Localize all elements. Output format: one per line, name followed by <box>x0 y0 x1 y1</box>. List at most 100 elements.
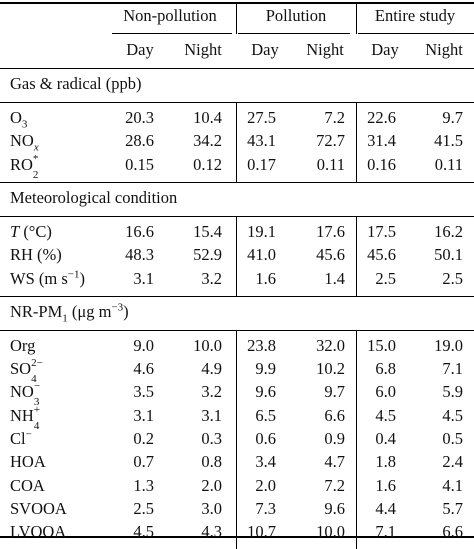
row-label: Org <box>10 335 36 355</box>
section-rule <box>0 181 474 183</box>
table-cell: 23.8 <box>247 335 276 355</box>
column-separator <box>356 102 357 182</box>
table-cell: 4.1 <box>442 475 463 495</box>
table-cell: 7.2 <box>324 475 345 495</box>
column-separator <box>236 215 237 296</box>
group-header-non-pollution: Non-pollution <box>123 6 217 25</box>
table-cell: 2.5 <box>442 268 463 288</box>
table-cell: 19.0 <box>434 335 463 355</box>
table-cell: 15.0 <box>367 335 396 355</box>
table-cell: 1.6 <box>375 475 396 495</box>
table-cell: 0.15 <box>125 154 154 174</box>
group-header-pollution: Pollution <box>265 6 327 25</box>
table-cell: 4.3 <box>201 522 222 542</box>
table-cell: 22.6 <box>367 108 396 127</box>
table-cell: 7.1 <box>442 359 463 379</box>
table-cell: 19.1 <box>247 221 276 241</box>
table-cell: 3.2 <box>201 382 222 402</box>
row-label: RH (%) <box>10 245 62 265</box>
table-cell: 41.5 <box>434 131 463 151</box>
table-cell: 10.7 <box>247 522 276 542</box>
table-cell: 17.5 <box>367 221 396 241</box>
section-rule <box>0 215 474 217</box>
group-rule-pollution <box>238 33 350 34</box>
table-cell: 72.7 <box>316 131 345 151</box>
subheader-night: Night <box>184 40 222 59</box>
subheader-day: Day <box>126 40 154 59</box>
table-cell: 0.16 <box>367 154 396 174</box>
subheader-day: Day <box>251 40 279 59</box>
table-cell: 2.4 <box>442 452 463 472</box>
column-separator <box>356 4 357 34</box>
table-cell: 52.9 <box>193 245 222 265</box>
table-cell: 0.6 <box>255 429 276 448</box>
table-cell: 4.9 <box>201 359 222 379</box>
table-cell: 27.5 <box>247 108 276 127</box>
table-cell: 3.1 <box>133 405 154 425</box>
table-cell: 1.6 <box>255 268 276 288</box>
table-cell: 9.7 <box>324 382 345 402</box>
table-cell: 1.4 <box>324 268 345 288</box>
table-cell: 10.0 <box>316 522 345 542</box>
table-cell: 0.5 <box>442 429 463 448</box>
section-rule <box>0 102 474 103</box>
table-cell: 28.6 <box>125 131 154 151</box>
table-cell: 6.5 <box>255 405 276 425</box>
table-cell: 17.6 <box>316 221 345 241</box>
table-cell: 43.1 <box>247 131 276 151</box>
table-cell: 0.8 <box>201 452 222 472</box>
table-cell: 15.4 <box>193 221 222 241</box>
table-cell: 50.1 <box>434 245 463 265</box>
table-cell: 6.0 <box>375 382 396 402</box>
table-cell: 2.5 <box>375 268 396 288</box>
table-cell: 5.9 <box>442 382 463 402</box>
table-cell: 3.5 <box>133 382 154 402</box>
row-label: O3 <box>10 108 28 131</box>
column-separator <box>236 102 237 182</box>
row-label: NH +4 <box>10 403 41 432</box>
row-label: COA <box>10 475 45 495</box>
table-cell: 0.7 <box>133 452 154 472</box>
row-label: T (°C) <box>10 221 52 241</box>
table-cell: 34.2 <box>193 131 222 151</box>
section-title: Gas & radical (ppb) <box>10 74 142 93</box>
row-label: WS (m s−1) <box>10 268 85 288</box>
section-rule <box>0 295 474 297</box>
table-cell: 5.7 <box>442 498 463 518</box>
table-cell: 3.0 <box>201 498 222 518</box>
group-rule-non-pollution <box>112 33 232 34</box>
table-cell: 0.17 <box>247 154 276 174</box>
section-title: Meteorological condition <box>10 187 178 207</box>
table-cell: 7.3 <box>255 498 276 518</box>
table-cell: 3.1 <box>201 405 222 425</box>
table-cell: 6.6 <box>324 405 345 425</box>
table-cell: 3.4 <box>255 452 276 472</box>
table-cell: 0.12 <box>193 154 222 174</box>
table-cell: 4.7 <box>324 452 345 472</box>
table-cell: 41.0 <box>247 245 276 265</box>
table-cell: 9.6 <box>324 498 345 518</box>
table-cell: 7.2 <box>324 108 345 127</box>
row-label: SO 2− 4 <box>10 357 43 386</box>
top-rule <box>0 2 474 4</box>
table-cell: 10.0 <box>193 335 222 355</box>
table-cell: 48.3 <box>125 245 154 265</box>
table-cell: 3.2 <box>201 268 222 288</box>
table-cell: 0.11 <box>434 154 463 174</box>
table-cell: 2.5 <box>133 498 154 518</box>
bottom-rule <box>0 536 474 538</box>
table-cell: 45.6 <box>367 245 396 265</box>
row-label: HOA <box>10 452 46 472</box>
subheader-day: Day <box>371 40 399 59</box>
table-cell: 0.11 <box>316 154 345 174</box>
table-cell: 9.6 <box>255 382 276 402</box>
table-cell: 7.1 <box>375 522 396 542</box>
table-cell: 2.0 <box>201 475 222 495</box>
column-separator <box>236 4 237 34</box>
table-cell: 32.0 <box>316 335 345 355</box>
table-cell: 16.2 <box>434 221 463 241</box>
table-cell: 4.4 <box>375 498 396 518</box>
section-rule <box>0 329 474 331</box>
table-cell: 4.5 <box>375 405 396 425</box>
